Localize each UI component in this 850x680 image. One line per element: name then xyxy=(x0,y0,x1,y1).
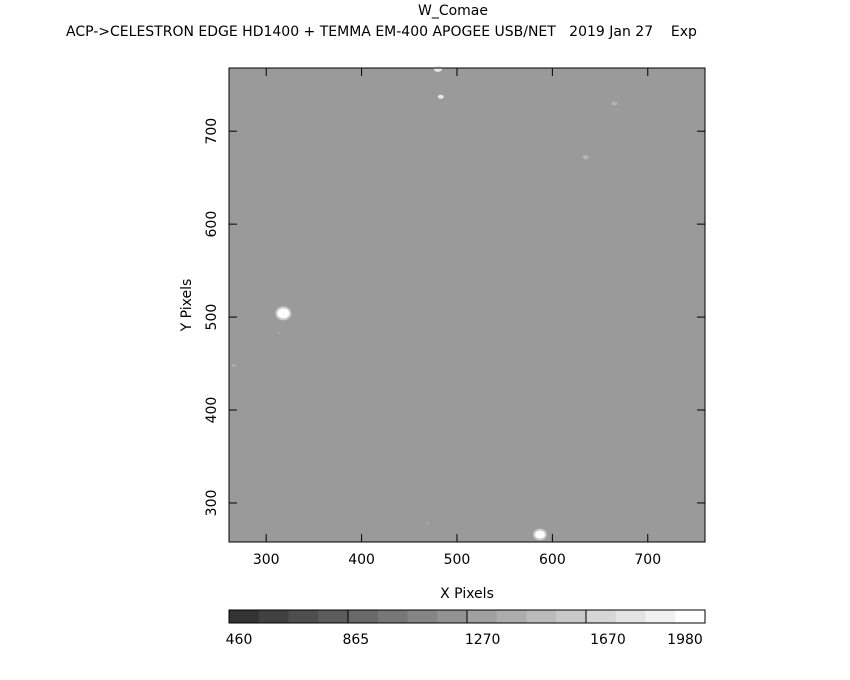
y-tick-label: 300 xyxy=(204,490,220,517)
x-tick-label: 700 xyxy=(634,552,661,568)
chart-subtitle: ACP->CELESTRON EDGE HD1400 + TEMMA EM-40… xyxy=(66,24,697,40)
colorbar-step xyxy=(675,610,706,623)
star-source xyxy=(534,530,545,539)
colorbar-step xyxy=(526,610,557,623)
colorbar-step xyxy=(556,610,587,623)
y-tick-label: 600 xyxy=(204,211,220,238)
colorbar-step xyxy=(288,610,319,623)
y-tick-label: 400 xyxy=(204,397,220,424)
colorbar-step xyxy=(496,610,527,623)
chart-title: W_Comae xyxy=(418,3,488,19)
plot-frame xyxy=(228,67,706,543)
colorbar-step xyxy=(467,610,498,623)
colorbar-step xyxy=(437,610,468,623)
star-source xyxy=(231,364,236,367)
colorbar-tick-label: 1270 xyxy=(465,632,501,648)
image-area xyxy=(229,68,705,542)
star-source xyxy=(582,155,589,160)
y-tick-label: 700 xyxy=(204,118,220,145)
colorbar-step xyxy=(229,610,260,623)
x-axis-label: X Pixels xyxy=(440,586,494,602)
x-tick-label: 500 xyxy=(444,552,471,568)
star-source xyxy=(437,94,444,99)
colorbar-step xyxy=(615,610,646,623)
star-source xyxy=(277,331,280,334)
colorbar-step xyxy=(407,610,438,623)
y-tick-label: 500 xyxy=(204,304,220,331)
colorbar-tick-label: 1670 xyxy=(590,632,626,648)
star-source xyxy=(277,308,290,319)
star-source xyxy=(433,65,442,72)
colorbar-step xyxy=(586,610,617,623)
x-tick-label: 400 xyxy=(348,552,375,568)
colorbar-step xyxy=(258,610,289,623)
colorbar-step xyxy=(645,610,676,623)
colorbar-step xyxy=(348,610,379,623)
colorbar-step xyxy=(318,610,349,623)
colorbar-tick-label: 1980 xyxy=(667,632,703,648)
colorbar-tick-label: 865 xyxy=(342,632,369,648)
star-source xyxy=(426,522,429,525)
x-tick-label: 600 xyxy=(539,552,566,568)
colorbar-step xyxy=(377,610,408,623)
colorbar-tick-label: 460 xyxy=(226,632,253,648)
star-source xyxy=(611,101,618,106)
y-axis-label: Y Pixels xyxy=(179,279,195,333)
x-tick-label: 300 xyxy=(253,552,280,568)
